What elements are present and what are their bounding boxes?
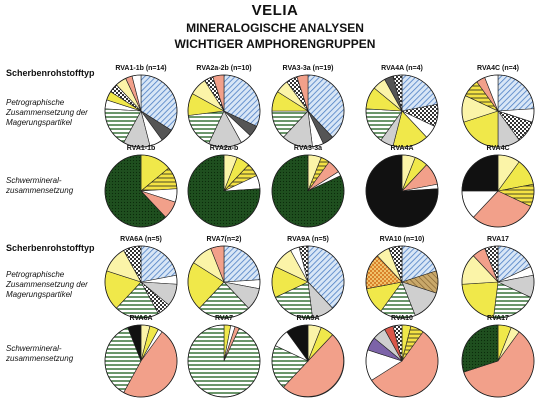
pie-label: RVA7 <box>215 315 233 322</box>
pie-chart: RVA10 <box>365 315 439 398</box>
row-label-line: zusammensetzung <box>6 354 74 363</box>
row-label-line: Schwermineral- <box>6 344 62 353</box>
pie-outline <box>365 245 439 319</box>
pie-outline <box>271 154 345 228</box>
pie-outline <box>461 74 535 148</box>
pie-chart: RVA1-1b (n=14) <box>104 65 178 148</box>
pie-chart: RVA17 <box>461 315 535 398</box>
section-header-top: Scherbenrohstofftyp <box>6 68 95 78</box>
row-label-line: Petrographische <box>6 270 65 279</box>
pie-chart: RVA7 <box>187 315 261 398</box>
pie-label: RVA1-1b <box>127 145 156 152</box>
pie-outline <box>104 154 178 228</box>
pie-chart: RVA3-3a <box>271 145 345 228</box>
pie-chart: RVA1-1b <box>104 145 178 228</box>
figure-subtitle-1: MINERALOGISCHE ANALYSEN <box>186 21 364 35</box>
pie-chart: RVA4C (n=4) <box>461 65 535 148</box>
pie-label: RVA9A <box>296 315 319 322</box>
pie-label: RVA4A <box>390 145 413 152</box>
row-label-petro-bottom: Petrographische Zusammensetzung der Mage… <box>6 270 88 300</box>
pie-label: RVA3-3a <box>294 145 322 152</box>
pie-chart: RVA17 <box>461 236 535 319</box>
row-label-heavy-top: Schwermineral- zusammensetzung <box>6 176 73 196</box>
pie-slice <box>223 245 261 283</box>
row-label-line: Petrographische <box>6 98 65 107</box>
pie-outline <box>461 324 535 398</box>
row-label-line: Zusammensetzung der <box>6 108 88 117</box>
pie-label: RVA17 <box>487 315 509 322</box>
pie-outline <box>461 245 535 319</box>
row-label-line: zusammensetzung <box>6 186 74 195</box>
row-label-line: Magerungspartikel <box>6 118 72 127</box>
pie-outline <box>271 324 345 398</box>
pie-outline <box>271 74 345 148</box>
pie-chart: RVA2a-b <box>187 145 261 228</box>
pie-label: RVA4C (n=4) <box>477 65 519 72</box>
pie-label: RVA9A (n=5) <box>287 236 329 243</box>
pie-label: RVA2a-2b (n=10) <box>196 65 251 72</box>
pie-outline <box>187 245 261 319</box>
pie-label: RVA4C <box>486 145 509 152</box>
pie-outline <box>104 74 178 148</box>
pie-chart: RVA9A (n=5) <box>271 236 345 319</box>
pie-label: RVA10 (n=10) <box>380 236 425 243</box>
pie-chart: RVA6A <box>104 315 178 398</box>
row-label-petro-top: Petrographische Zusammensetzung der Mage… <box>6 98 88 128</box>
pie-chart: RVA9A <box>271 315 345 398</box>
row-label-line: Schwermineral- <box>6 176 62 185</box>
pie-slice <box>461 281 499 319</box>
pie-outline <box>461 154 535 228</box>
pie-chart: RVA6A (n=5) <box>104 236 178 319</box>
pie-chart: RVA10 (n=10) <box>365 236 439 319</box>
pie-outline <box>187 324 261 398</box>
pie-label: RVA17 <box>487 236 509 243</box>
pie-label: RVA1-1b (n=14) <box>115 65 166 72</box>
pie-slice <box>497 74 535 112</box>
pie-chart: RVA7(n=2) <box>187 236 261 319</box>
pie-outline <box>365 324 439 398</box>
pie-outline <box>365 74 439 148</box>
pie-label: RVA4A (n=4) <box>381 65 423 72</box>
pie-label: RVA10 <box>391 315 413 322</box>
pie-chart: RVA4A <box>365 145 439 228</box>
pie-outline <box>365 154 439 228</box>
pie-outline <box>271 245 345 319</box>
pie-chart: RVA4C <box>461 145 535 228</box>
pie-label: RVA6A (n=5) <box>120 236 162 243</box>
row-label-heavy-bottom: Schwermineral- zusammensetzung <box>6 344 73 364</box>
pie-chart: RVA4A (n=4) <box>365 65 439 148</box>
pie-slice <box>461 154 499 192</box>
pie-chart: RVA2a-2b (n=10) <box>187 65 261 148</box>
pie-label: RVA6A <box>129 315 152 322</box>
pie-label: RVA2a-b <box>210 145 239 152</box>
pie-label: RVA7(n=2) <box>207 236 242 243</box>
pie-chart: RVA3-3a (n=19) <box>271 65 345 148</box>
pie-outline <box>187 154 261 228</box>
row-label-line: Magerungspartikel <box>6 290 72 299</box>
pie-outline <box>104 324 178 398</box>
row-label-line: Zusammensetzung der <box>6 280 88 289</box>
pie-label: RVA3-3a (n=19) <box>283 65 334 72</box>
figure-subtitle-2: WICHTIGER AMPHORENGRUPPEN <box>174 37 376 51</box>
figure-title: VELIA <box>251 2 299 19</box>
pie-outline <box>187 74 261 148</box>
section-header-bottom: Scherbenrohstofftyp <box>6 243 95 253</box>
pie-outline <box>104 245 178 319</box>
